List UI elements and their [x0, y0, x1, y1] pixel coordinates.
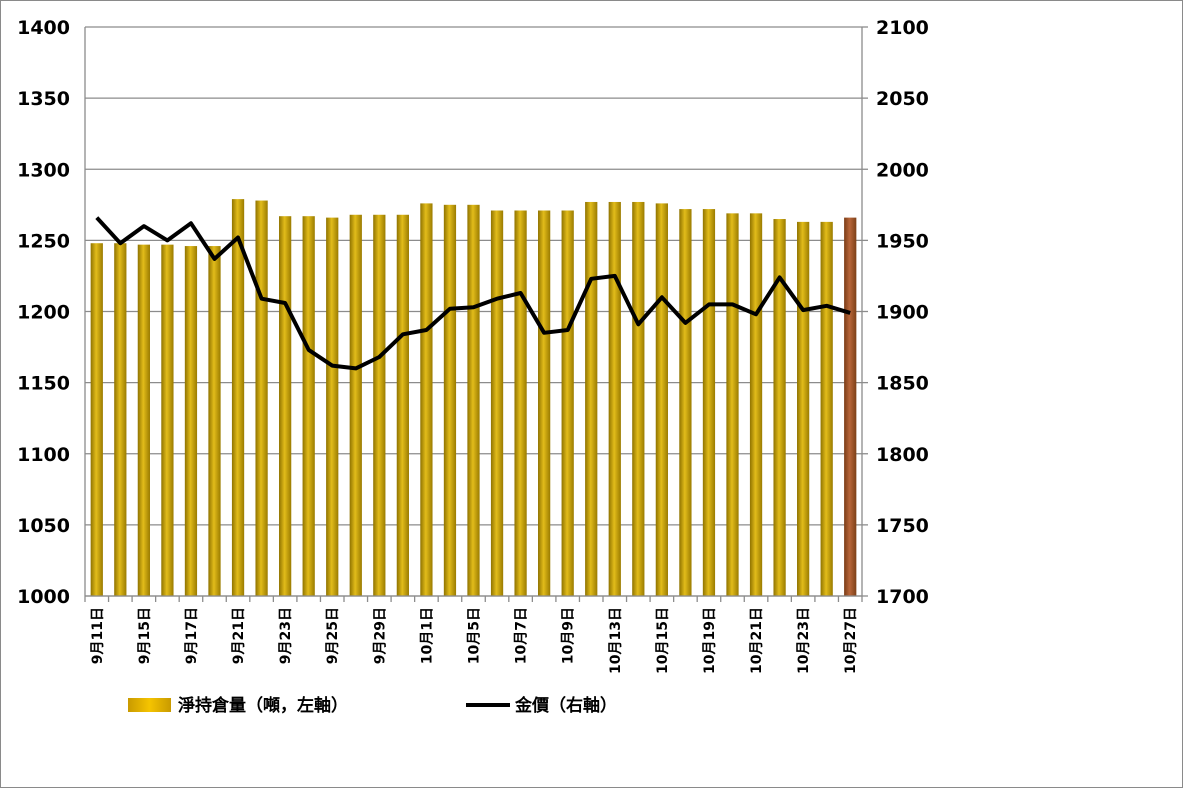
bar	[114, 243, 127, 596]
x-axis-ticks: 9月11日 9月15日 9月17日 9月21日 9月23日 9月25日 9月29日 10月1日…	[90, 607, 859, 674]
x-tick-label: 9月11日	[90, 607, 106, 664]
x-tick-label: 10月27日	[843, 607, 859, 674]
x-tick-label: 9月23日	[278, 607, 294, 664]
bar	[255, 200, 268, 597]
left-tick-label: 1300	[17, 159, 70, 181]
left-axis-ticks: 1000 1050 1100 1150 1200 1250 1300 1350 1400	[17, 17, 70, 608]
bar	[538, 210, 551, 596]
bar	[302, 216, 315, 596]
left-tick-label: 1000	[17, 586, 70, 608]
bar	[396, 214, 409, 596]
bar	[726, 213, 739, 596]
x-tick-label: 10月1日	[419, 607, 435, 664]
bar	[443, 204, 457, 596]
bar	[608, 201, 621, 596]
left-tick-label: 1150	[17, 373, 70, 395]
left-tick-label: 1100	[17, 444, 70, 466]
legend-swatch-bar	[128, 698, 171, 712]
x-tick-label: 9月25日	[325, 607, 341, 664]
x-tick-label: 10月21日	[749, 607, 765, 674]
x-tick-label: 10月7日	[514, 607, 530, 664]
bar	[820, 221, 833, 596]
bar	[773, 219, 786, 596]
bar-series	[90, 199, 857, 597]
x-tick-label: 10月19日	[702, 607, 718, 674]
bar	[208, 246, 221, 596]
bar	[467, 204, 480, 596]
bar	[702, 209, 716, 596]
bar	[279, 216, 292, 596]
x-tick-label: 10月5日	[467, 607, 483, 664]
gold-price-line	[95, 216, 851, 371]
right-tick-label: 1800	[876, 444, 929, 466]
bar	[231, 199, 245, 596]
bar	[514, 210, 527, 596]
bar	[490, 210, 504, 596]
right-tick-label: 1850	[876, 373, 929, 395]
bar	[655, 203, 668, 596]
bar	[561, 210, 574, 596]
bar	[349, 214, 362, 596]
right-tick-label: 2050	[876, 88, 929, 110]
bar	[585, 201, 598, 596]
bar	[161, 244, 174, 596]
left-tick-label: 1400	[17, 17, 70, 39]
axes	[84, 26, 868, 602]
bar	[373, 214, 386, 596]
line-series	[95, 216, 851, 371]
bar	[90, 243, 103, 596]
legend-label-line: 金價（右軸）	[514, 695, 617, 716]
x-tick-label: 9月15日	[137, 607, 153, 664]
right-tick-label: 2100	[876, 17, 929, 39]
left-tick-label: 1350	[17, 88, 70, 110]
right-axis-ticks: 1700 1750 1800 1850 1900 1950 2000 2050 2100	[876, 17, 929, 608]
x-tick-label: 10月23日	[796, 607, 812, 674]
bar	[184, 246, 198, 596]
right-tick-label: 1700	[876, 586, 929, 608]
x-tick-label: 10月15日	[655, 607, 671, 674]
bar	[679, 209, 692, 596]
left-tick-label: 1200	[17, 302, 70, 324]
right-tick-label: 1750	[876, 515, 929, 537]
right-tick-label: 1900	[876, 302, 929, 324]
legend: 淨持倉量（噸，左軸） 金價（右軸）	[128, 695, 617, 716]
x-tick-label: 9月21日	[231, 607, 247, 664]
x-tick-label: 10月9日	[561, 607, 577, 664]
bar	[326, 217, 339, 597]
right-tick-label: 2000	[876, 159, 929, 181]
bar	[797, 221, 810, 596]
x-tick-label: 10月13日	[608, 607, 624, 674]
bar	[844, 217, 857, 597]
bar	[137, 244, 150, 596]
bar	[420, 203, 433, 596]
bar	[749, 213, 763, 596]
x-tick-label: 9月29日	[372, 607, 388, 664]
left-tick-label: 1250	[17, 230, 70, 252]
x-tick-label: 9月17日	[184, 607, 200, 664]
right-tick-label: 1950	[876, 230, 929, 252]
left-tick-label: 1050	[17, 515, 70, 537]
bar	[632, 201, 645, 596]
legend-label-bar: 淨持倉量（噸，左軸）	[178, 695, 348, 716]
